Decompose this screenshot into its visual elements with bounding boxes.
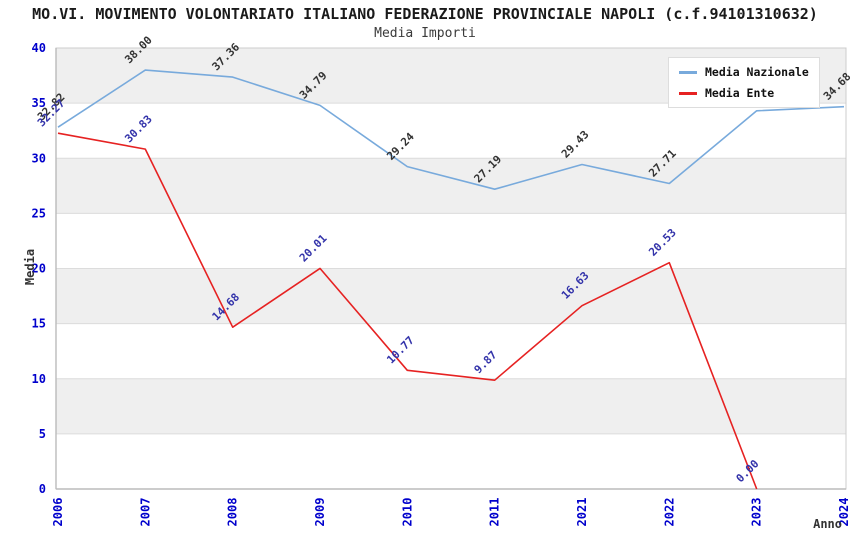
legend-item-media-nazionale: Media Nazionale [679, 64, 809, 80]
y-tick-label: 5 [39, 427, 46, 441]
x-tick-label: 2010 [400, 498, 414, 527]
y-axis-title: Media [23, 248, 37, 286]
y-tick-label: 35 [32, 96, 46, 110]
plot-band [56, 158, 846, 214]
legend-item-media-ente: Media Ente [679, 85, 809, 101]
plot-band [56, 103, 846, 159]
x-tick-label: 2021 [575, 498, 589, 527]
legend-label-media-nazionale: Media Nazionale [705, 65, 809, 79]
plot-band [56, 213, 846, 269]
y-tick-label: 25 [32, 206, 46, 220]
media-ente-line-swatch [679, 91, 697, 95]
plot-band [56, 433, 846, 489]
y-tick-label: 20 [32, 262, 46, 276]
x-tick-label: 2008 [226, 498, 240, 527]
chart-subtitle: Media Importi [374, 26, 476, 41]
plot-band [56, 323, 846, 379]
plot-band [56, 268, 846, 324]
plot-band [56, 378, 846, 434]
media-nazionale-line [57, 69, 845, 190]
legend: Media Nazionale Media Ente [668, 57, 820, 108]
media-nazionale-line-swatch [679, 70, 697, 74]
y-tick-label: 15 [32, 317, 46, 331]
media-ente-line [57, 132, 758, 490]
y-tick-label: 10 [32, 372, 46, 386]
x-tick-label: 2011 [488, 498, 502, 527]
chart-title: MO.VI. MOVIMENTO VOLONTARIATO ITALIANO F… [32, 5, 818, 23]
x-tick-label: 2006 [51, 498, 65, 527]
x-tick-label: 2007 [138, 498, 152, 527]
legend-label-media-ente: Media Ente [705, 86, 775, 100]
x-tick-label: 2024 [837, 498, 850, 527]
y-tick-label: 40 [32, 41, 46, 55]
x-tick-label: 2009 [313, 498, 327, 527]
x-tick-label: 2022 [662, 498, 676, 527]
y-tick-label: 30 [32, 151, 46, 165]
x-tick-label: 2023 [750, 498, 764, 527]
y-tick-label: 0 [39, 482, 46, 496]
x-axis-title: Anno [813, 517, 842, 531]
